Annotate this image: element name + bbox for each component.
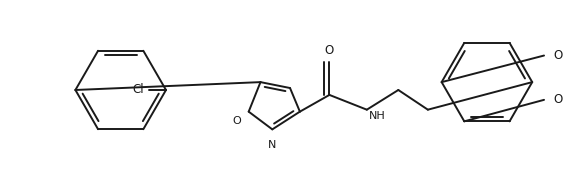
Text: O: O bbox=[325, 43, 334, 57]
Text: NH: NH bbox=[369, 111, 385, 121]
Text: N: N bbox=[268, 140, 276, 150]
Text: O: O bbox=[554, 93, 563, 106]
Text: O: O bbox=[554, 49, 563, 62]
Text: Cl: Cl bbox=[133, 83, 144, 96]
Text: O: O bbox=[232, 116, 241, 126]
